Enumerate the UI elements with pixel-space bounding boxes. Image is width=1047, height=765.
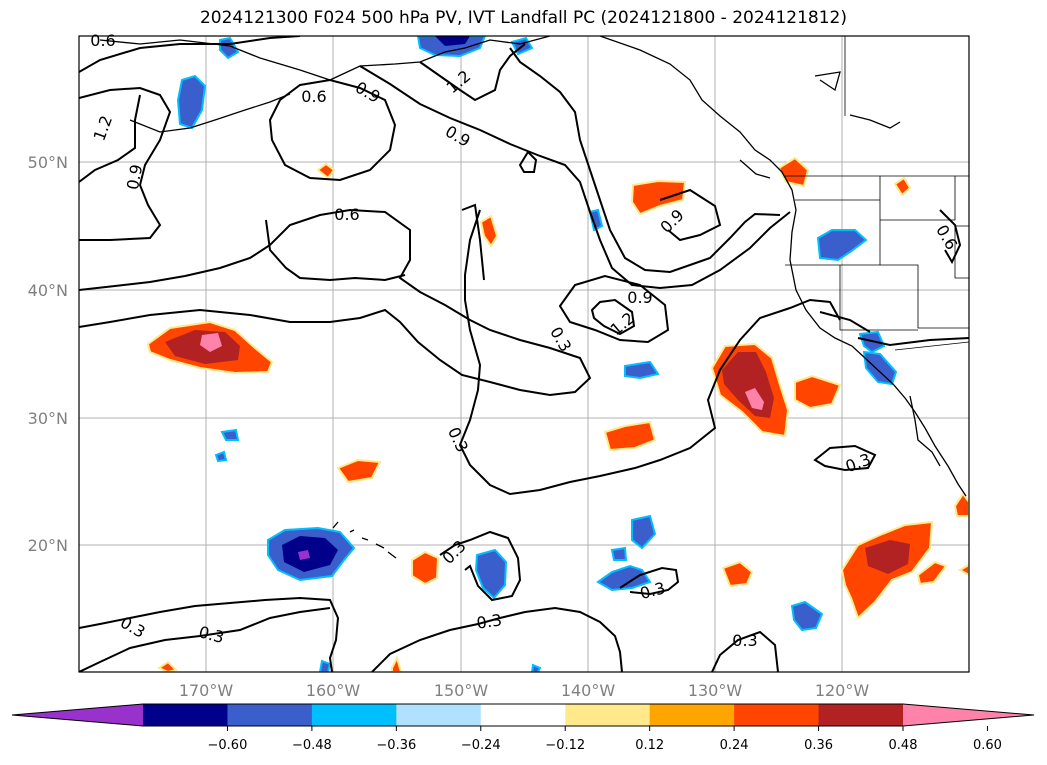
lon-label-160w: 160°W (306, 681, 361, 700)
contour-label: 0.6 (301, 87, 326, 106)
state-borders (785, 36, 969, 351)
colorbar-segment (227, 704, 313, 726)
contour-label: 0.3 (444, 424, 472, 455)
pv-contours (79, 36, 969, 672)
latitude-labels: 50°N 40°N 30°N 20°N (28, 153, 68, 555)
colorbar-segment (143, 704, 228, 726)
map-title: 2024121300 F024 500 hPa PV, IVT Landfall… (199, 8, 847, 28)
colorbar-tick-label: 0.48 (889, 738, 918, 753)
colorbar-segment (396, 704, 482, 726)
colorbar-ticks: −0.60 −0.48 −0.36 −0.24 −0.12 0.12 0.24 0.36 0.4… (208, 726, 1002, 753)
contour-label: 1.2 (443, 66, 475, 97)
contour-label: 0.6 (334, 205, 359, 224)
contour-label: 0.3 (732, 631, 757, 650)
positive-pc-region-170w (146, 320, 274, 375)
colorbar-outline (11, 703, 1035, 727)
colorbar-segments (11, 703, 1035, 727)
lat-label-30n: 30°N (28, 409, 68, 428)
contour-label: 0.3 (197, 622, 227, 647)
coastlines (99, 36, 967, 559)
colorbar-tick-label: 0.12 (635, 738, 664, 753)
positive-pc-small-regions (156, 156, 969, 672)
contour-label: 0.9 (627, 288, 652, 307)
negative-pc-small-regions (176, 36, 898, 672)
colorbar-segment (311, 704, 397, 726)
contour-label: 1.2 (90, 113, 117, 143)
contour-label: 1.2 (607, 308, 639, 339)
colorbar-segment (565, 704, 651, 726)
lon-label-170w: 170°W (179, 681, 234, 700)
lon-label-130w: 130°W (688, 681, 743, 700)
colorbar-segment (818, 704, 904, 726)
lon-label-150w: 150°W (434, 681, 489, 700)
contour-label: 0.6 (90, 31, 115, 50)
lon-label-120w: 120°W (815, 681, 870, 700)
positive-pc-region-130w (710, 342, 790, 438)
contour-label: 0.9 (123, 163, 146, 191)
map-frame (78, 35, 970, 673)
positive-pc-region-118w (840, 520, 948, 620)
colorbar-arrow-max (903, 704, 1034, 726)
colorbar-segment (734, 704, 820, 726)
colorbar-tick-label: −0.24 (461, 738, 501, 753)
negative-pc-region-north (416, 36, 487, 58)
longitude-labels: 170°W 160°W 150°W 140°W 130°W 120°W (179, 681, 870, 700)
contour-label: 0.9 (352, 78, 384, 107)
contour-label: 0.3 (475, 610, 503, 632)
contour-label: 0.3 (117, 613, 149, 642)
lon-label-140w: 140°W (561, 681, 616, 700)
colorbar-tick-label: 0.60 (973, 738, 1002, 753)
colorbar-arrow-min (12, 704, 143, 726)
colorbar-tick-label: −0.12 (545, 738, 585, 753)
colorbar: −0.60 −0.48 −0.36 −0.24 −0.12 0.12 0.24 0.36 0.4… (11, 703, 1035, 753)
colorbar-tick-label: −0.36 (376, 738, 416, 753)
contour-label: 0.3 (843, 450, 873, 477)
colorbar-tick-label: −0.60 (208, 738, 248, 753)
colorbar-tick-label: −0.48 (292, 738, 332, 753)
colorbar-tick-label: 0.24 (720, 738, 749, 753)
contour-label: 0.3 (546, 323, 575, 355)
contour-label: 0.9 (656, 205, 687, 236)
lat-label-50n: 50°N (28, 153, 68, 172)
gridlines (79, 36, 969, 672)
colorbar-segment (480, 704, 566, 726)
colorbar-segment (649, 704, 735, 726)
lat-label-40n: 40°N (28, 281, 68, 300)
lat-label-20n: 20°N (28, 536, 68, 555)
colorbar-tick-label: 0.36 (804, 738, 833, 753)
negative-pc-region-165w (267, 526, 356, 582)
